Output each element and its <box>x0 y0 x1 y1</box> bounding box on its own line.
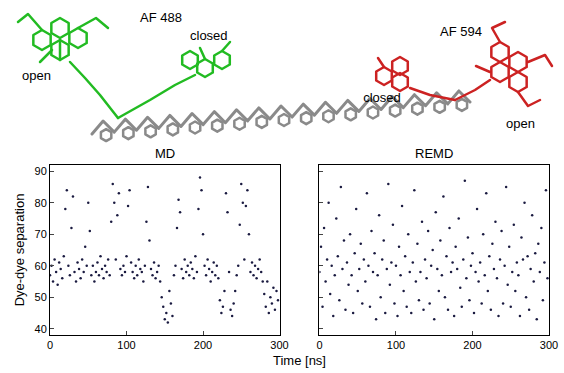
svg-text:200: 200 <box>463 339 481 351</box>
svg-text:40: 40 <box>35 323 47 335</box>
svg-text:60: 60 <box>35 260 47 272</box>
svg-text:REMD: REMD <box>415 146 453 161</box>
svg-text:100: 100 <box>117 339 135 351</box>
svg-text:50: 50 <box>35 291 47 303</box>
svg-text:MD: MD <box>155 146 175 161</box>
svg-text:70: 70 <box>35 228 47 240</box>
svg-text:open: open <box>506 116 535 131</box>
svg-text:AF 594: AF 594 <box>440 24 482 39</box>
svg-text:200: 200 <box>194 339 212 351</box>
svg-text:closed: closed <box>190 28 228 43</box>
svg-text:100: 100 <box>387 339 405 351</box>
svg-text:90: 90 <box>35 165 47 177</box>
svg-text:Dye-dye separation: Dye-dye separation <box>12 194 27 307</box>
svg-text:0: 0 <box>47 339 53 351</box>
svg-text:0: 0 <box>316 339 322 351</box>
svg-text:80: 80 <box>35 197 47 209</box>
svg-text:closed: closed <box>363 90 401 105</box>
svg-text:AF 488: AF 488 <box>140 10 182 25</box>
svg-text:300: 300 <box>270 339 288 351</box>
svg-text:300: 300 <box>540 339 558 351</box>
svg-text:open: open <box>22 68 51 83</box>
svg-text:Time [ns]: Time [ns] <box>273 353 326 368</box>
